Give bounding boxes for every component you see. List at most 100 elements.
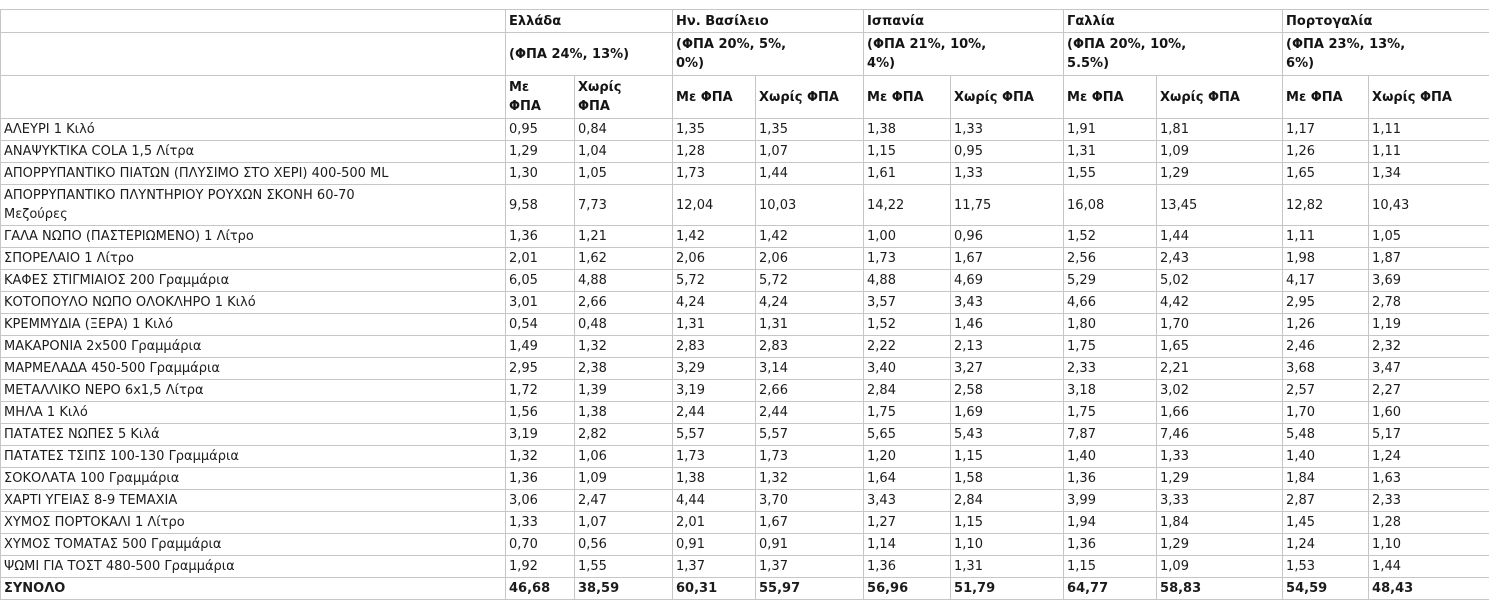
price-cell: 4,17 — [1282, 269, 1370, 292]
price-cell: 16,08 — [1063, 184, 1158, 226]
price-cell: 1,75 — [863, 401, 952, 424]
price-cell: 3,18 — [1063, 379, 1158, 402]
price-cell: 5,72 — [672, 269, 757, 292]
price-cell: 10,03 — [755, 184, 865, 226]
price-cell: 1,65 — [1282, 162, 1370, 185]
price-cell: 10,43 — [1368, 184, 1489, 226]
price-cell: 1,19 — [1368, 313, 1489, 336]
price-cell: 3,14 — [755, 357, 865, 380]
price-cell: 1,75 — [1063, 335, 1158, 358]
price-cell: 1,70 — [1156, 313, 1284, 336]
price-cell: 1,20 — [863, 445, 952, 468]
price-cell: 1,66 — [1156, 401, 1284, 424]
table-row: ΚΟΤΟΠΟΥΛΟ ΝΩΠΟ ΟΛΟΚΛΗΡΟ 1 Κιλό 3,01 2,66 4,… — [0, 291, 1489, 314]
price-cell: 1,40 — [1282, 445, 1370, 468]
vat-rates-spain: (ΦΠΑ 21%, 10%, 4%) — [863, 32, 1065, 76]
price-cell: 1,73 — [672, 162, 757, 185]
table-row: ΑΠΟΡΡΥΠΑΝΤΙΚΟ ΠΙΑΤΩΝ (ΠΛΥΣΙΜΟ ΣΤΟ ΧΕΡΙ) … — [0, 162, 1489, 185]
price-cell: 1,14 — [863, 533, 952, 556]
price-cell: 3,40 — [863, 357, 952, 380]
price-cell: 2,87 — [1282, 489, 1370, 512]
product-name-cell: ΣΟΚΟΛΑΤΑ 100 Γραμμάρια — [0, 467, 506, 490]
price-cell: 2,47 — [573, 489, 674, 512]
price-cell: 1,04 — [573, 140, 674, 163]
price-cell: 2,66 — [573, 291, 674, 314]
price-cell: 5,65 — [863, 423, 952, 446]
price-cell: 1,35 — [672, 118, 757, 141]
price-cell: 11,75 — [950, 184, 1065, 226]
price-cell: 2,84 — [863, 379, 952, 402]
price-cell: 1,53 — [1282, 555, 1370, 578]
price-cell: 3,70 — [755, 489, 865, 512]
product-name-cell: ΣΠΟΡΕΛΑΙΟ 1 Λίτρο — [0, 247, 506, 270]
corner-cell-blank — [0, 75, 506, 119]
subheader-with-vat: Με ΦΠΑ — [672, 75, 757, 119]
price-cell: 3,43 — [863, 489, 952, 512]
product-name-cell: ΓΑΛΑ ΝΩΠΟ (ΠΑΣΤΕΡΙΩΜΕΝΟ) 1 Λίτρο — [0, 225, 506, 248]
price-cell: 2,58 — [950, 379, 1065, 402]
price-cell: 3,06 — [505, 489, 575, 512]
table-row: ΣΟΚΟΛΑΤΑ 100 Γραμμάρια 1,36 1,09 1,38 1,32 1,… — [0, 467, 1489, 490]
price-cell: 1,36 — [505, 225, 575, 248]
price-cell: 0,56 — [573, 533, 674, 556]
price-cell: 1,64 — [863, 467, 952, 490]
price-cell: 1,11 — [1282, 225, 1370, 248]
price-cell: 1,36 — [505, 467, 575, 490]
price-cell: 2,44 — [755, 401, 865, 424]
total-label-cell: ΣΥΝΟΛΟ — [0, 577, 506, 600]
subheader-without-vat: Χωρίς ΦΠΑ — [1156, 75, 1284, 119]
price-cell: 1,33 — [950, 162, 1065, 185]
price-cell: 1,36 — [1063, 533, 1158, 556]
price-cell: 1,80 — [1063, 313, 1158, 336]
table-row: ΜΗΛΑ 1 Κιλό 1,56 1,38 2,44 2,44 1,75 1,69 1,75 1… — [0, 401, 1489, 424]
price-cell: 1,42 — [672, 225, 757, 248]
price-cell: 2,46 — [1282, 335, 1370, 358]
price-cell: 4,88 — [863, 269, 952, 292]
price-cell: 2,83 — [755, 335, 865, 358]
price-cell: 2,78 — [1368, 291, 1489, 314]
price-cell: 1,75 — [1063, 401, 1158, 424]
price-cell: 5,57 — [672, 423, 757, 446]
vat-rates-portugal: (ΦΠΑ 23%, 13%, 6%) — [1282, 32, 1489, 76]
price-cell: 1,26 — [1282, 140, 1370, 163]
price-cell: 3,19 — [505, 423, 575, 446]
table-row: ΑΛΕΥΡΙ 1 Κιλό 0,95 0,84 1,35 1,35 1,38 1,33 1,9… — [0, 118, 1489, 141]
price-cell: 2,33 — [1368, 489, 1489, 512]
price-cell: 2,33 — [1063, 357, 1158, 380]
price-cell: 5,72 — [755, 269, 865, 292]
price-cell: 1,34 — [1368, 162, 1489, 185]
price-cell: 3,01 — [505, 291, 575, 314]
price-cell: 1,33 — [1156, 445, 1284, 468]
table-row: ΓΑΛΑ ΝΩΠΟ (ΠΑΣΤΕΡΙΩΜΕΝΟ) 1 Λίτρο 1,36 1,21… — [0, 225, 1489, 248]
price-cell: 3,68 — [1282, 357, 1370, 380]
table-row: ΑΠΟΡΡΥΠΑΝΤΙΚΟ ΠΛΥΝΤΗΡΙΟΥ ΡΟΥΧΩΝ ΣΚΟΝΗ 60… — [0, 184, 1489, 226]
price-cell: 0,48 — [573, 313, 674, 336]
price-cell: 13,45 — [1156, 184, 1284, 226]
total-price-cell: 64,77 — [1063, 577, 1158, 600]
vat-rates-greece: (ΦΠΑ 24%, 13%) — [504, 32, 674, 76]
price-cell: 1,44 — [1368, 555, 1489, 578]
subheader-row: Με ΦΠΑ Χωρίς ΦΠΑ Με ΦΠΑ Χωρίς ΦΠΑ Με ΦΠΑ… — [0, 75, 1489, 119]
subheader-without-vat: Χωρίς ΦΠΑ — [950, 75, 1065, 119]
table-row: ΠΑΤΑΤΕΣ ΤΣΙΠΣ 100-130 Γραμμάρια 1,32 1,06 1… — [0, 445, 1489, 468]
total-price-cell: 46,68 — [505, 577, 575, 600]
price-cell: 2,01 — [672, 511, 757, 534]
price-cell: 3,02 — [1156, 379, 1284, 402]
price-cell: 1,73 — [755, 445, 865, 468]
price-cell: 1,35 — [755, 118, 865, 141]
price-cell: 0,70 — [505, 533, 575, 556]
price-cell: 3,57 — [863, 291, 952, 314]
country-header-portugal: Πορτογαλία — [1282, 9, 1489, 33]
price-cell: 0,54 — [505, 313, 575, 336]
price-cell: 1,11 — [1368, 140, 1489, 163]
price-cell: 1,36 — [863, 555, 952, 578]
price-cell: 1,17 — [1282, 118, 1370, 141]
price-cell: 1,52 — [863, 313, 952, 336]
price-cell: 1,73 — [863, 247, 952, 270]
price-cell: 1,31 — [755, 313, 865, 336]
price-cell: 1,31 — [950, 555, 1065, 578]
subheader-with-vat: Με ΦΠΑ — [1063, 75, 1158, 119]
price-cell: 1,63 — [1368, 467, 1489, 490]
price-cell: 1,05 — [573, 162, 674, 185]
price-cell: 1,33 — [505, 511, 575, 534]
